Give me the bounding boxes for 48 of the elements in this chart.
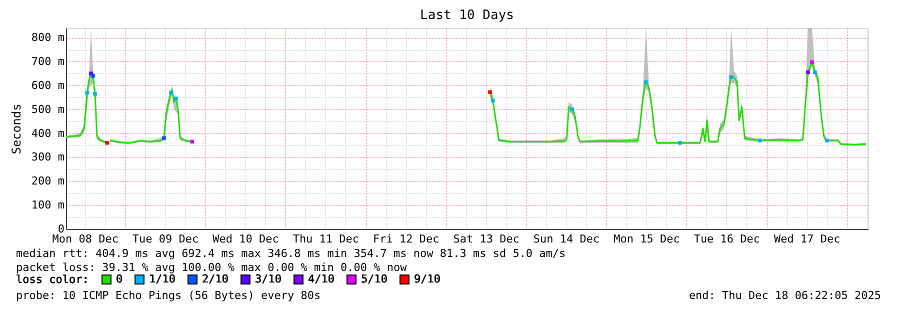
y-tick-label: 200 m bbox=[31, 174, 65, 188]
x-tick-label: Mon 15 Dec bbox=[614, 232, 680, 246]
legend-label: 0 bbox=[116, 272, 123, 286]
x-tick-label: Wed 17 Dec bbox=[774, 232, 840, 246]
legend-title: loss color: bbox=[16, 273, 89, 286]
y-axis-title: Seconds bbox=[9, 104, 24, 154]
x-tick-label: Wed 10 Dec bbox=[212, 232, 279, 246]
text: end: Thu Dec 18 06:22:05 2025 bbox=[688, 289, 881, 302]
point bbox=[93, 92, 97, 96]
x-tick-label: Sat 13 Dec bbox=[453, 232, 520, 246]
x-tick-label: Fri 12 Dec bbox=[373, 232, 440, 246]
point bbox=[758, 138, 762, 142]
x-tick-label: Tue 09 Dec bbox=[132, 232, 199, 246]
y-tick-label: 400 m bbox=[31, 126, 65, 140]
x-tick-label: Tue 16 Dec bbox=[694, 232, 760, 246]
y-tick-label: 700 m bbox=[31, 55, 65, 68]
y-tick-label: 500 m bbox=[31, 102, 65, 116]
legend-label: 3/10 bbox=[255, 272, 282, 286]
legend-label: 1/10 bbox=[149, 272, 176, 286]
legend-label: 9/10 bbox=[414, 272, 440, 286]
chart-title: Last 10 Days bbox=[420, 8, 514, 23]
point bbox=[813, 70, 817, 74]
legend-label: 4/10 bbox=[308, 272, 334, 286]
x-tick-label: Sun 14 Dec bbox=[533, 232, 600, 246]
y-tick-label: 600 m bbox=[31, 78, 65, 92]
y-tick-label: 100 m bbox=[31, 198, 65, 212]
text: median rtt: 404.9 ms avg 692.4 ms max 346.8 ms min 354.7 ms now 81.3 ms sd 5.0 am/s bbox=[16, 247, 566, 260]
y-tick-label: 0 bbox=[58, 222, 64, 236]
point bbox=[825, 138, 829, 142]
point bbox=[488, 90, 492, 94]
x-tick-label: Thu 11 Dec bbox=[292, 232, 360, 246]
point bbox=[105, 140, 109, 145]
point bbox=[810, 60, 814, 64]
text: probe: 10 ICMP Echo Pings (56 Bytes) every 80s bbox=[16, 289, 321, 302]
y-tick-label: 300 m bbox=[31, 150, 65, 164]
point bbox=[678, 140, 682, 145]
point bbox=[570, 107, 574, 112]
point bbox=[85, 90, 90, 94]
legend-label: 5/10 bbox=[361, 272, 388, 286]
point bbox=[806, 70, 810, 74]
point bbox=[490, 98, 495, 102]
text: packet loss: 39.31 % avg 100.00 % max 0.00 % min 0.00 % now bbox=[16, 261, 408, 274]
x-tick-label: Mon 08 Dec bbox=[52, 232, 118, 246]
point bbox=[89, 72, 93, 76]
y-tick-label: 800 m bbox=[31, 31, 65, 44]
point bbox=[729, 75, 733, 79]
legend-label: 2/10 bbox=[202, 272, 228, 286]
point bbox=[644, 80, 648, 84]
